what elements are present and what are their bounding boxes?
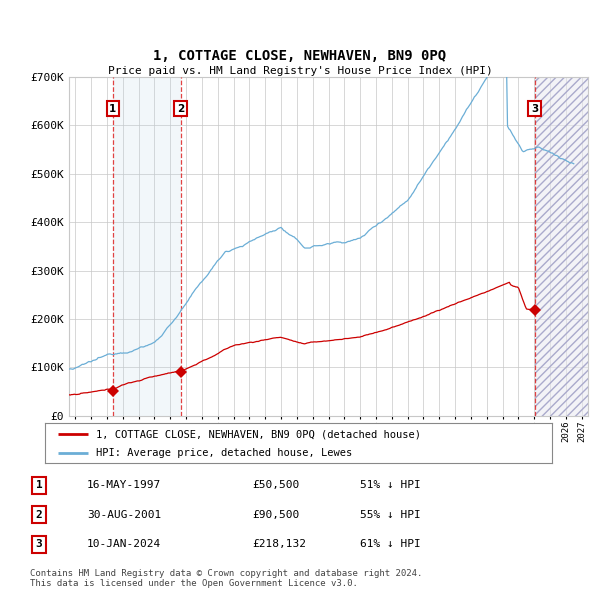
Text: 2: 2	[35, 510, 43, 520]
Text: 16-MAY-1997: 16-MAY-1997	[87, 480, 161, 490]
Text: 51% ↓ HPI: 51% ↓ HPI	[360, 480, 421, 490]
Text: 2: 2	[177, 104, 184, 114]
Text: HPI: Average price, detached house, Lewes: HPI: Average price, detached house, Lewe…	[96, 448, 352, 458]
Text: 1, COTTAGE CLOSE, NEWHAVEN, BN9 0PQ: 1, COTTAGE CLOSE, NEWHAVEN, BN9 0PQ	[154, 49, 446, 63]
Text: £218,132: £218,132	[252, 539, 306, 549]
Text: 61% ↓ HPI: 61% ↓ HPI	[360, 539, 421, 549]
Text: Contains HM Land Registry data © Crown copyright and database right 2024.
This d: Contains HM Land Registry data © Crown c…	[30, 569, 422, 588]
Text: 55% ↓ HPI: 55% ↓ HPI	[360, 510, 421, 520]
Text: £90,500: £90,500	[252, 510, 299, 520]
Text: 30-AUG-2001: 30-AUG-2001	[87, 510, 161, 520]
Text: 1, COTTAGE CLOSE, NEWHAVEN, BN9 0PQ (detached house): 1, COTTAGE CLOSE, NEWHAVEN, BN9 0PQ (det…	[96, 430, 421, 440]
Text: 3: 3	[35, 539, 43, 549]
Bar	[535, 77, 588, 416]
Bar	[535, 77, 588, 416]
Text: 3: 3	[531, 104, 538, 114]
Text: 1: 1	[35, 480, 43, 490]
Text: 1: 1	[109, 104, 116, 114]
Text: 10-JAN-2024: 10-JAN-2024	[87, 539, 161, 549]
Bar	[113, 77, 181, 416]
Text: Price paid vs. HM Land Registry's House Price Index (HPI): Price paid vs. HM Land Registry's House …	[107, 65, 493, 76]
Text: £50,500: £50,500	[252, 480, 299, 490]
